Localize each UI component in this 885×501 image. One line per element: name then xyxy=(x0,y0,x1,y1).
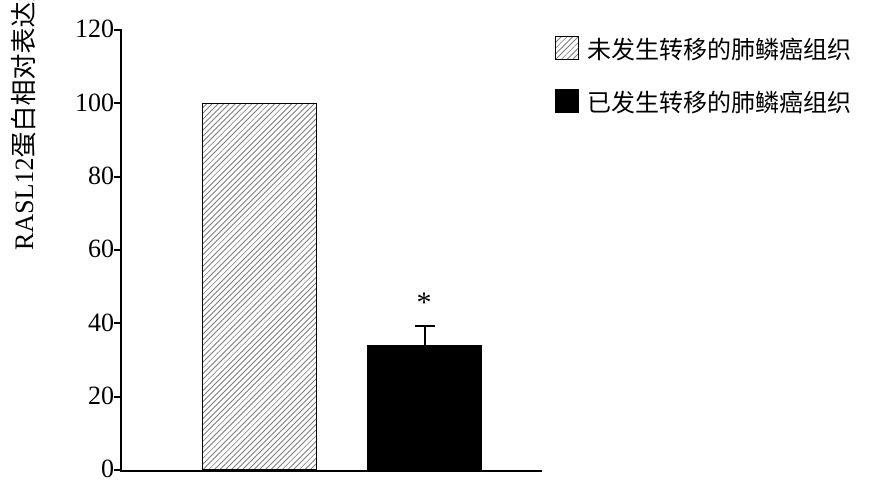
ytick-120 xyxy=(114,29,122,31)
ytick-label-20: 20 xyxy=(60,383,114,409)
chart-container: RASL12蛋白相对表达量（%） 0 20 40 60 80 100 120 xyxy=(0,0,885,501)
bar-metastatic xyxy=(367,345,482,470)
ytick-label-100: 100 xyxy=(60,90,114,116)
ytick-label-40: 40 xyxy=(60,310,114,336)
plot-area: 0 20 40 60 80 100 120 * xyxy=(120,30,542,472)
significance-marker: * xyxy=(414,286,434,320)
ytick-0 xyxy=(114,469,122,471)
ytick-20 xyxy=(114,396,122,398)
error-bar-metastatic-stem xyxy=(424,327,426,345)
legend-label-non-metastatic: 未发生转移的肺鳞癌组织 xyxy=(587,30,851,65)
legend-label-metastatic: 已发生转移的肺鳞癌组织 xyxy=(587,83,851,118)
bar-non-metastatic xyxy=(202,103,317,470)
legend-swatch-hatched xyxy=(555,36,579,60)
ytick-40 xyxy=(114,322,122,324)
ytick-100 xyxy=(114,102,122,104)
error-bar-metastatic-cap xyxy=(415,325,435,327)
y-axis-label: RASL12蛋白相对表达量（%） xyxy=(4,0,41,250)
legend: 未发生转移的肺鳞癌组织 已发生转移的肺鳞癌组织 xyxy=(555,30,851,136)
ytick-80 xyxy=(114,176,122,178)
ytick-label-120: 120 xyxy=(60,16,114,42)
ytick-label-60: 60 xyxy=(60,236,114,262)
legend-swatch-solid xyxy=(555,89,579,113)
legend-item-non-metastatic: 未发生转移的肺鳞癌组织 xyxy=(555,30,851,65)
legend-item-metastatic: 已发生转移的肺鳞癌组织 xyxy=(555,83,851,118)
ytick-label-80: 80 xyxy=(60,163,114,189)
ytick-label-0: 0 xyxy=(60,456,114,482)
ytick-60 xyxy=(114,249,122,251)
